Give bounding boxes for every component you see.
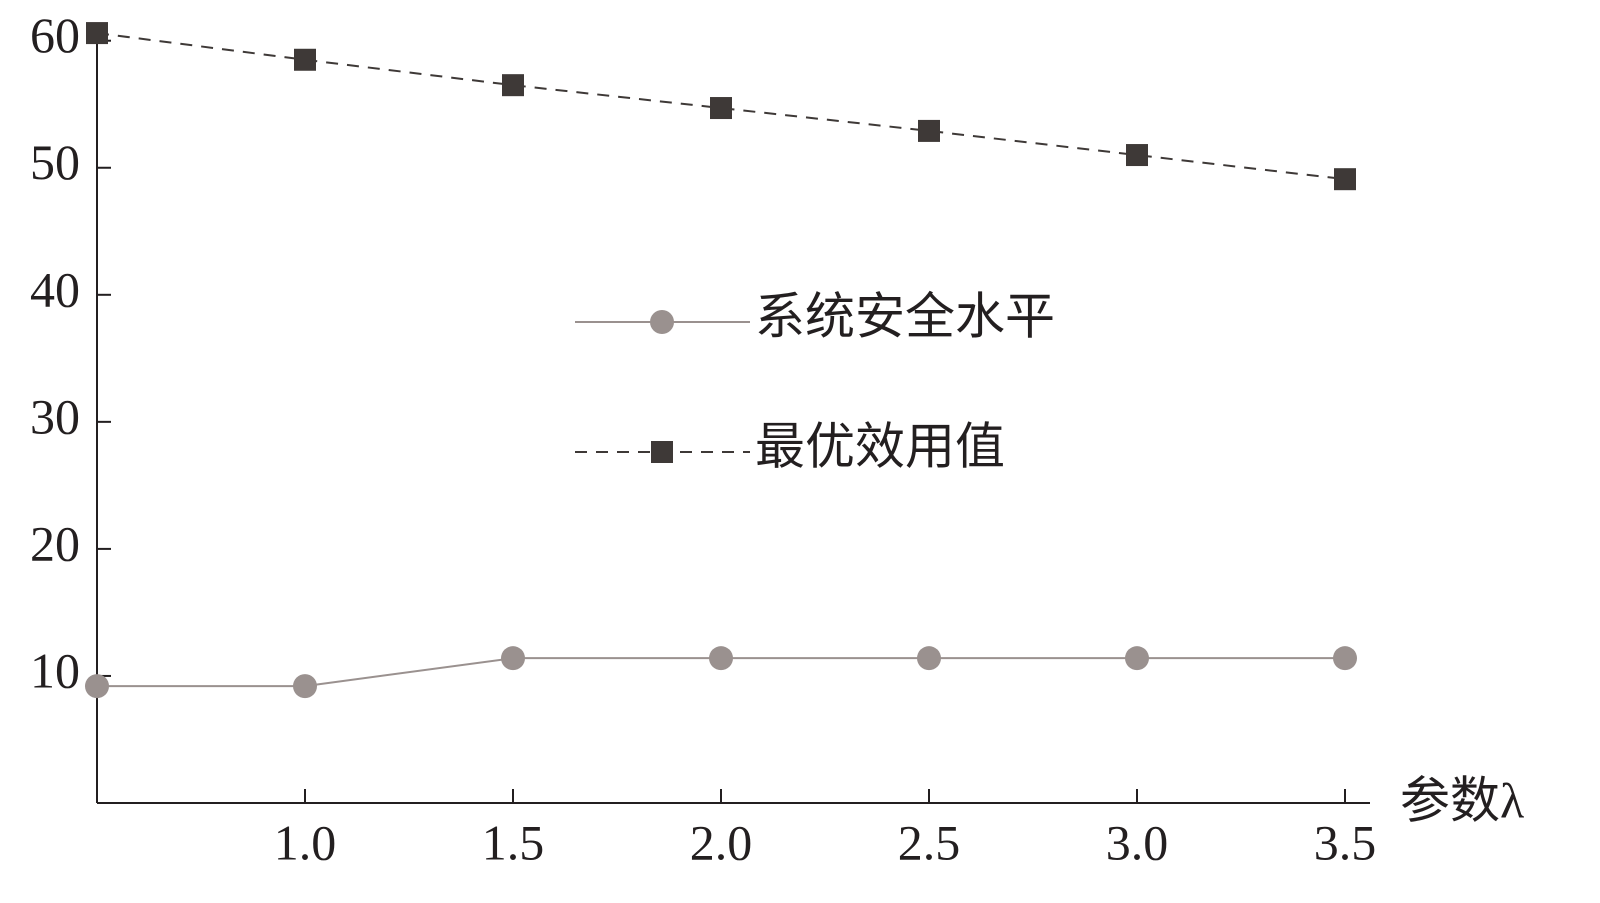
y-tick-label: 50 [30,134,80,190]
x-tick-label: 3.0 [1106,814,1169,870]
y-tick-label: 10 [30,642,80,698]
point [501,646,525,671]
point [293,674,317,699]
point [918,119,940,142]
y-tick-label: 60 [30,7,80,63]
x-tick-label: 2.0 [690,814,753,870]
y-tick-label: 30 [30,388,80,444]
point [86,22,108,45]
point [709,646,733,671]
x-axis-label: 参数λ [1400,772,1524,828]
x-tick-label: 2.5 [898,814,961,870]
legend-label: 最优效用值 [755,418,1005,474]
point [917,646,941,671]
x-tick-label: 1.0 [274,814,337,870]
legend-label: 系统安全水平 [755,288,1055,344]
point [710,97,732,120]
legend-marker [650,310,674,334]
point [1333,646,1357,671]
legend-marker [651,441,673,463]
y-tick-label: 20 [30,515,80,571]
point [85,674,109,699]
point [502,74,524,97]
x-tick-label: 3.5 [1314,814,1377,870]
point [1125,646,1149,671]
point [294,48,316,71]
point [1334,168,1356,191]
y-tick-label: 40 [30,261,80,317]
x-tick-label: 1.5 [482,814,545,870]
point [1126,144,1148,167]
